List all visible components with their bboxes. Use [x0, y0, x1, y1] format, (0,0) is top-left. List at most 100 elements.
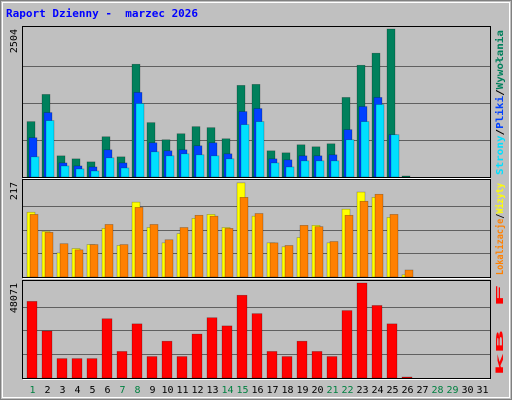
- bar: [75, 168, 85, 178]
- bar: [179, 227, 189, 278]
- bar: [356, 282, 368, 379]
- legend-separator: /: [495, 129, 506, 136]
- bar: [326, 356, 338, 379]
- bar: [56, 358, 68, 379]
- x-tick-label: 4: [74, 385, 80, 396]
- bar: [255, 121, 265, 178]
- x-tick-label: 18: [281, 385, 293, 396]
- bar: [401, 175, 411, 178]
- bar: [284, 245, 294, 278]
- bar: [194, 214, 204, 278]
- y-tick-label: 2504: [9, 29, 20, 53]
- bar: [180, 153, 190, 178]
- legend-separator: /: [495, 89, 506, 96]
- bar: [266, 351, 278, 379]
- x-tick-label: 17: [266, 385, 278, 396]
- x-tick-label: 12: [191, 385, 203, 396]
- legend: kB F: [495, 284, 506, 376]
- bar: [191, 333, 203, 379]
- bar: [104, 224, 114, 278]
- bar: [120, 167, 130, 178]
- bar: [165, 155, 175, 178]
- bar: [116, 351, 128, 379]
- bar: [89, 244, 99, 278]
- bar: [300, 160, 310, 178]
- bar: [150, 151, 160, 178]
- chart-title: Raport Dzienny - marzec 2026: [6, 7, 198, 20]
- legend-entry: Lokalizacje: [494, 219, 506, 275]
- bar: [41, 330, 53, 379]
- x-tick-label: 5: [89, 385, 95, 396]
- bar: [30, 156, 40, 178]
- bar: [195, 154, 205, 178]
- legend-separator: /: [495, 214, 506, 219]
- bar: [176, 356, 188, 379]
- bar: [86, 358, 98, 379]
- bar: [314, 226, 324, 278]
- bar: [359, 200, 369, 278]
- x-tick-label: 23: [356, 385, 368, 396]
- legend: Lokalizacje/Wizyty: [494, 183, 506, 275]
- bar: [341, 310, 353, 379]
- legend-entry: Strony: [495, 135, 506, 175]
- bar: [404, 269, 414, 278]
- x-tick-label: 20: [311, 385, 323, 396]
- bar: [374, 193, 384, 278]
- bar: [44, 232, 54, 278]
- x-tick-label: 25: [386, 385, 398, 396]
- x-tick-label: 31: [476, 385, 488, 396]
- x-tick-label: 14: [221, 385, 233, 396]
- bar: [390, 134, 400, 178]
- x-tick-label: 21: [326, 385, 338, 396]
- x-tick-label: 13: [206, 385, 218, 396]
- legend-entry: kB F: [495, 284, 506, 376]
- bar: [240, 124, 250, 178]
- y-tick-label: 217: [9, 182, 20, 200]
- x-tick-label: 3: [59, 385, 65, 396]
- bar: [311, 351, 323, 379]
- bar: [401, 376, 413, 379]
- y-tick-label: 48071: [9, 283, 20, 313]
- bar: [344, 214, 354, 278]
- x-tick-label: 24: [371, 385, 383, 396]
- x-tick-label: 22: [341, 385, 353, 396]
- x-tick-label: 6: [104, 385, 110, 396]
- x-tick-label: 10: [161, 385, 173, 396]
- bar: [251, 313, 263, 379]
- bar: [210, 155, 220, 178]
- x-tick-label: 27: [416, 385, 428, 396]
- bar: [131, 323, 143, 379]
- bar: [299, 225, 309, 278]
- bar: [270, 162, 280, 178]
- x-tick-label: 2: [44, 385, 50, 396]
- x-tick-label: 28: [431, 385, 443, 396]
- legend-entry: Pliki: [494, 96, 506, 129]
- bar: [29, 214, 39, 278]
- bar: [389, 214, 399, 278]
- bar: [135, 103, 145, 178]
- bar: [60, 165, 70, 178]
- x-tick-label: 1: [29, 385, 35, 396]
- bar: [386, 323, 398, 379]
- bar: [71, 358, 83, 379]
- bar: [236, 294, 248, 379]
- bar: [74, 249, 84, 278]
- bar: [345, 139, 355, 178]
- x-tick-label: 30: [461, 385, 473, 396]
- bar: [105, 157, 115, 178]
- x-tick-label: 8: [134, 385, 140, 396]
- x-tick-label: 9: [149, 385, 155, 396]
- bar: [330, 160, 340, 178]
- x-tick-label: 7: [119, 385, 125, 396]
- bar: [225, 158, 235, 178]
- bar: [134, 207, 144, 278]
- bar: [221, 325, 233, 379]
- bar: [371, 305, 383, 379]
- legend-entry: Wywołania: [494, 30, 506, 89]
- x-tick-label: 15: [236, 385, 248, 396]
- x-tick-label: 16: [251, 385, 263, 396]
- bar: [224, 228, 234, 278]
- bar: [164, 239, 174, 278]
- bar: [315, 160, 325, 178]
